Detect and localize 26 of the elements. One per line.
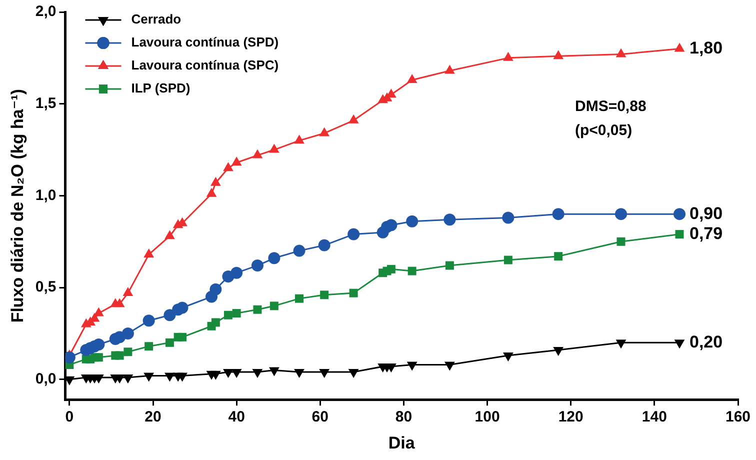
y-tick-label: 0,5 <box>35 278 56 296</box>
annotation: DMS=0,88 <box>575 98 646 116</box>
y-tick-label: 1,0 <box>35 186 56 204</box>
x-axis-title: Dia <box>388 433 416 452</box>
x-tick-label: 100 <box>474 408 500 426</box>
x-tick-label: 120 <box>558 408 584 426</box>
annotation: (p<0,05) <box>575 122 632 140</box>
legend-label: Lavoura contínua (SPD) <box>131 34 279 50</box>
data-label: 1,80 <box>690 38 723 58</box>
x-tick-label: 0 <box>65 408 74 426</box>
legend-label: Cerrado <box>131 12 182 27</box>
y-tick-label: 0,0 <box>35 370 56 388</box>
x-tick-label: 140 <box>642 408 667 426</box>
y-tick-label: 2,0 <box>35 3 56 20</box>
x-tick-label: 60 <box>312 408 328 426</box>
y-tick-label: 1,5 <box>35 94 56 112</box>
y-axis-title: Fluxo diário de N₂O (kg ha⁻¹) <box>8 88 27 323</box>
legend-label: ILP (SPD) <box>131 80 190 96</box>
data-label: 0,90 <box>690 204 723 223</box>
x-tick-label: 160 <box>725 408 751 426</box>
legend-label: Lavoura contínua (SPC) <box>131 58 279 73</box>
data-label: 0,79 <box>690 224 723 243</box>
x-tick-label: 40 <box>228 408 245 426</box>
x-tick-label: 20 <box>144 408 162 426</box>
x-tick-label: 80 <box>395 408 412 426</box>
data-label: 0,20 <box>690 332 723 352</box>
